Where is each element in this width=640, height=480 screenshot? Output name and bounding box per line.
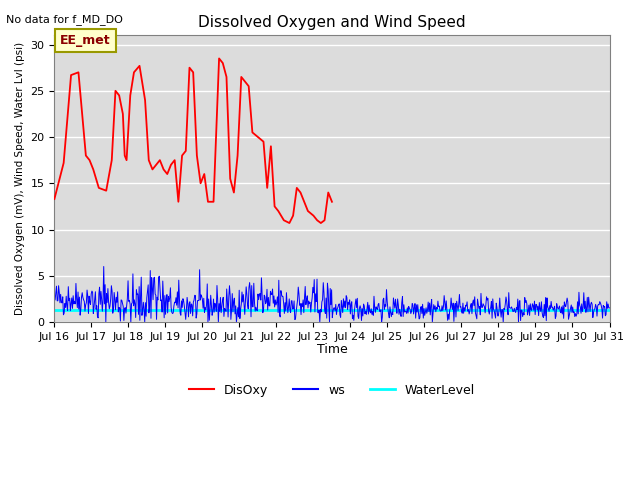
DisOxy xyxy=(285,220,293,226)
WaterLevel xyxy=(554,307,561,313)
DisOxy xyxy=(215,56,223,61)
Title: Dissolved Oxygen and Wind Speed: Dissolved Oxygen and Wind Speed xyxy=(198,15,466,30)
WaterLevel xyxy=(379,307,387,313)
WaterLevel xyxy=(605,307,613,313)
ws xyxy=(51,292,58,298)
Text: No data for f_MD_DO: No data for f_MD_DO xyxy=(6,14,124,25)
Y-axis label: Dissolved Oxygen (mV), Wind Speed, Water Lvl (psi): Dissolved Oxygen (mV), Wind Speed, Water… xyxy=(15,42,25,315)
DisOxy xyxy=(178,153,186,158)
ws xyxy=(530,307,538,313)
DisOxy xyxy=(148,167,156,172)
DisOxy xyxy=(51,196,58,202)
X-axis label: Time: Time xyxy=(317,343,348,356)
ws xyxy=(473,316,481,322)
ws xyxy=(389,312,397,317)
DisOxy xyxy=(182,148,189,154)
ws xyxy=(100,264,108,269)
ws xyxy=(84,311,92,316)
DisOxy xyxy=(275,208,282,214)
Line: DisOxy: DisOxy xyxy=(54,59,332,223)
ws xyxy=(374,301,382,307)
Line: ws: ws xyxy=(54,266,609,322)
Legend: DisOxy, ws, WaterLevel: DisOxy, ws, WaterLevel xyxy=(184,379,480,402)
WaterLevel xyxy=(51,307,58,313)
Text: EE_met: EE_met xyxy=(60,34,111,47)
DisOxy xyxy=(130,70,138,75)
ws xyxy=(102,319,109,325)
ws xyxy=(406,306,413,312)
WaterLevel xyxy=(518,307,526,313)
DisOxy xyxy=(86,157,93,163)
DisOxy xyxy=(328,199,336,204)
WaterLevel xyxy=(381,307,388,313)
WaterLevel xyxy=(52,307,60,313)
ws xyxy=(605,305,613,311)
WaterLevel xyxy=(390,307,398,313)
